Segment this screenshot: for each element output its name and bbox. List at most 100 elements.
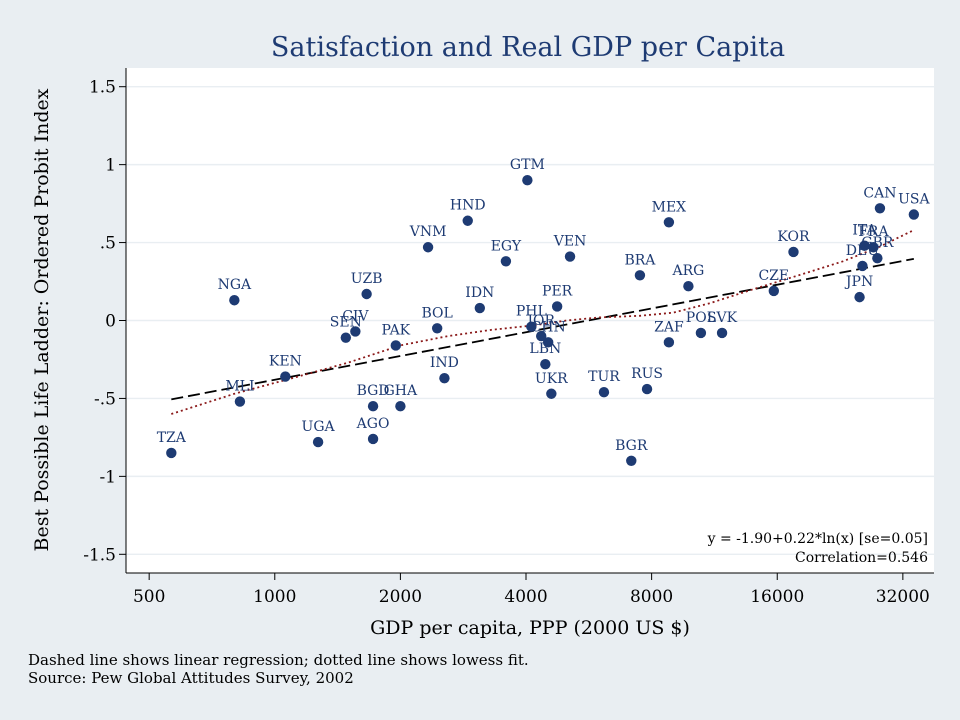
y-tick-label: .5 <box>100 234 116 254</box>
y-tick-label: 1 <box>105 156 116 176</box>
point-label: PAK <box>381 322 410 338</box>
point-label: ITA <box>852 223 877 239</box>
point-label: CIV <box>342 308 369 324</box>
point-label: PHL <box>516 304 547 320</box>
data-point <box>857 260 868 272</box>
point-label: ARG <box>671 263 704 279</box>
data-point <box>716 327 728 339</box>
regression-equation: y = -1.90+0.22*ln(x) [se=0.05] <box>707 531 928 547</box>
data-point <box>361 288 372 300</box>
data-point <box>695 327 707 339</box>
point-label: BRA <box>624 252 656 268</box>
data-point <box>526 321 537 332</box>
point-label: VNM <box>409 224 447 240</box>
point-label: UZB <box>351 271 383 287</box>
data-point <box>564 251 576 262</box>
y-axis-title: Best Possible Life Ladder: Ordered Probi… <box>31 88 53 551</box>
grid-lines <box>126 86 934 555</box>
point-label: JOR <box>525 313 555 329</box>
point-label: EGY <box>491 238 522 254</box>
data-point <box>500 256 512 267</box>
data-point <box>312 436 324 448</box>
data-point <box>663 337 675 348</box>
point-label: GTM <box>510 157 545 173</box>
x-tick-label: 8000 <box>630 587 673 607</box>
footnote-source: Source: Pew Global Attitudes Survey, 200… <box>28 669 354 687</box>
point-label: CZE <box>758 268 789 284</box>
y-tick-label: -1.5 <box>83 545 116 565</box>
x-tick-label: 500 <box>133 587 165 607</box>
data-point <box>542 337 554 348</box>
point-label: PER <box>542 283 573 299</box>
data-point <box>229 295 240 306</box>
data-point <box>540 358 551 370</box>
point-label: VEN <box>553 234 587 250</box>
point-label: HND <box>450 198 486 214</box>
data-point <box>350 326 361 337</box>
point-label: FRA <box>858 224 889 240</box>
data-point <box>683 281 694 292</box>
data-point <box>874 203 886 214</box>
point-label: KEN <box>269 354 302 370</box>
data-point <box>367 401 379 412</box>
point-label: POL <box>686 310 716 326</box>
point-label: KOR <box>777 229 810 245</box>
data-point <box>788 246 799 258</box>
data-point <box>474 302 486 314</box>
point-label: NGA <box>218 277 252 293</box>
data-point <box>768 285 780 297</box>
fit-lines <box>171 229 915 415</box>
data-point <box>641 383 653 395</box>
data-point <box>598 386 610 398</box>
point-label: MEX <box>652 199 687 215</box>
point-label: BOL <box>422 305 453 321</box>
data-point <box>663 217 675 228</box>
data-point <box>626 455 637 466</box>
point-label: UKR <box>535 371 568 387</box>
data-point <box>234 396 246 407</box>
y-tick-label: -1 <box>99 467 116 487</box>
point-label: CHN <box>531 319 566 335</box>
point-label: USA <box>898 192 930 208</box>
data-point <box>872 252 883 264</box>
point-label: AGO <box>356 416 390 432</box>
data-point <box>868 242 879 253</box>
point-label: LBN <box>529 341 561 357</box>
x-tick-label: 16000 <box>750 587 804 607</box>
data-point <box>859 240 870 251</box>
point-label: CAN <box>863 185 896 201</box>
point-label: IND <box>430 355 459 371</box>
x-tick-label: 32000 <box>876 587 930 607</box>
data-point <box>462 215 473 226</box>
point-label: ZAF <box>654 319 684 335</box>
data-point <box>551 301 563 312</box>
y-tick-label: 0 <box>105 312 116 332</box>
data-point <box>390 340 402 351</box>
data-point <box>367 433 379 445</box>
point-label: BGD <box>357 383 390 399</box>
x-tick-label: 2000 <box>379 587 422 607</box>
point-label: GHA <box>384 383 418 399</box>
point-label: SVK <box>707 310 738 326</box>
data-point <box>546 388 557 399</box>
point-label: RUS <box>631 366 663 382</box>
data-point <box>431 323 443 334</box>
regression-line <box>171 257 915 401</box>
x-tick-label: 1000 <box>253 587 296 607</box>
point-label: JPN <box>844 274 873 290</box>
data-point <box>340 332 352 343</box>
data-point <box>634 270 646 281</box>
footnote-fit-lines: Dashed line shows linear regression; dot… <box>28 651 529 669</box>
point-label: GBR <box>861 235 893 251</box>
data-points: TZANGAMLIKENUGASENCIVUZBBGDAGOPAKGHAVNMB… <box>157 157 930 466</box>
point-label: BGR <box>615 438 648 454</box>
data-point <box>280 371 291 382</box>
data-point <box>395 401 406 412</box>
correlation-label: Correlation=0.546 <box>795 550 928 566</box>
y-tick-label: -.5 <box>94 389 116 409</box>
data-point <box>908 209 920 220</box>
y-tick-label: 1.5 <box>89 78 116 98</box>
